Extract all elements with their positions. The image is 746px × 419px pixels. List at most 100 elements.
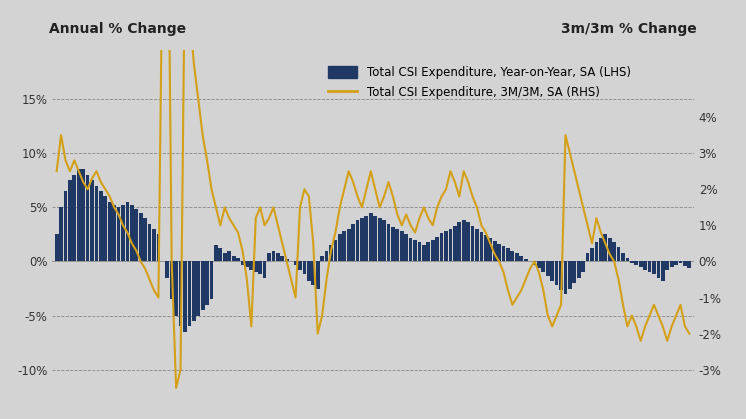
- Bar: [356, 220, 360, 261]
- Bar: [537, 261, 541, 268]
- Bar: [365, 216, 369, 261]
- Bar: [409, 238, 413, 261]
- Bar: [493, 241, 497, 261]
- Bar: [68, 180, 72, 261]
- Bar: [453, 226, 457, 261]
- Bar: [77, 169, 81, 261]
- Bar: [72, 175, 76, 261]
- Bar: [113, 205, 116, 261]
- Bar: [316, 261, 319, 289]
- Bar: [572, 261, 576, 283]
- Bar: [280, 256, 284, 261]
- Bar: [121, 205, 125, 261]
- Bar: [254, 261, 257, 272]
- Bar: [325, 251, 328, 261]
- Bar: [272, 251, 275, 261]
- Bar: [688, 261, 692, 268]
- Bar: [577, 261, 580, 278]
- Bar: [581, 261, 585, 272]
- Bar: [560, 261, 563, 290]
- Bar: [542, 261, 545, 272]
- Bar: [81, 169, 85, 261]
- Bar: [533, 261, 536, 265]
- Bar: [342, 231, 346, 261]
- Bar: [178, 261, 183, 326]
- Bar: [563, 261, 568, 294]
- Bar: [386, 224, 390, 261]
- Bar: [285, 259, 289, 261]
- Bar: [448, 229, 452, 261]
- Bar: [54, 234, 58, 261]
- Bar: [166, 261, 169, 278]
- Bar: [599, 238, 603, 261]
- Bar: [391, 227, 395, 261]
- Bar: [501, 246, 505, 261]
- Bar: [595, 242, 598, 261]
- Bar: [498, 244, 501, 261]
- Bar: [303, 261, 307, 274]
- Bar: [294, 261, 298, 265]
- Bar: [621, 253, 625, 261]
- Bar: [249, 261, 253, 270]
- Bar: [604, 234, 607, 261]
- Bar: [90, 180, 94, 261]
- Bar: [210, 261, 213, 299]
- Bar: [104, 197, 107, 261]
- Bar: [263, 261, 266, 278]
- Bar: [134, 210, 138, 261]
- Bar: [400, 231, 404, 261]
- Bar: [245, 261, 248, 267]
- Bar: [427, 242, 430, 261]
- Bar: [519, 256, 523, 261]
- Bar: [99, 191, 103, 261]
- Bar: [258, 261, 262, 274]
- Bar: [515, 253, 518, 261]
- Legend: Total CSI Expenditure, Year-on-Year, SA (LHS), Total CSI Expenditure, 3M/3M, SA : Total CSI Expenditure, Year-on-Year, SA …: [322, 59, 636, 105]
- Bar: [205, 261, 209, 305]
- Bar: [130, 205, 134, 261]
- Bar: [148, 224, 151, 261]
- Bar: [639, 261, 642, 267]
- Bar: [241, 261, 245, 265]
- Bar: [413, 240, 417, 261]
- Bar: [431, 240, 435, 261]
- Bar: [626, 258, 630, 261]
- Bar: [267, 253, 271, 261]
- Bar: [457, 222, 461, 261]
- Bar: [395, 229, 399, 261]
- Bar: [232, 256, 236, 261]
- Bar: [674, 261, 678, 265]
- Bar: [404, 234, 408, 261]
- Bar: [351, 224, 355, 261]
- Bar: [670, 261, 674, 267]
- Text: Annual % Change: Annual % Change: [49, 22, 186, 36]
- Bar: [555, 261, 559, 285]
- Bar: [382, 220, 386, 261]
- Bar: [435, 237, 439, 261]
- Bar: [219, 248, 222, 261]
- Bar: [661, 261, 665, 281]
- Bar: [86, 175, 90, 261]
- Bar: [608, 238, 612, 261]
- Bar: [116, 207, 120, 261]
- Bar: [634, 261, 638, 265]
- Bar: [236, 258, 240, 261]
- Bar: [510, 251, 514, 261]
- Bar: [201, 261, 204, 310]
- Bar: [546, 261, 550, 276]
- Bar: [551, 261, 554, 281]
- Bar: [373, 216, 377, 261]
- Bar: [377, 218, 381, 261]
- Bar: [170, 261, 174, 299]
- Bar: [524, 259, 527, 261]
- Bar: [333, 240, 337, 261]
- Bar: [329, 245, 333, 261]
- Bar: [489, 238, 492, 261]
- Bar: [187, 261, 191, 326]
- Text: 3m/3m % Change: 3m/3m % Change: [561, 22, 697, 36]
- Bar: [484, 235, 488, 261]
- Bar: [214, 245, 218, 261]
- Bar: [652, 261, 656, 274]
- Bar: [298, 261, 302, 270]
- Bar: [643, 261, 647, 270]
